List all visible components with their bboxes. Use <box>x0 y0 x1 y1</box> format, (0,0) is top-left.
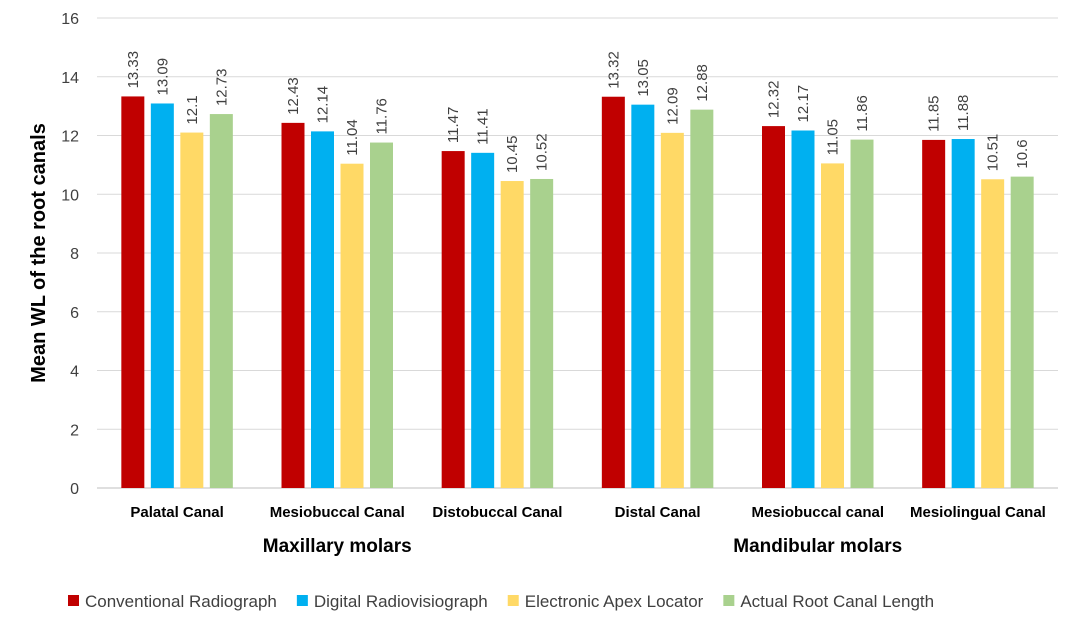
data-label: 12.88 <box>694 64 711 102</box>
gridlines <box>97 17 1058 489</box>
data-label: 13.09 <box>154 58 171 96</box>
data-label: 10.51 <box>985 134 1002 172</box>
y-tick-label: 2 <box>70 422 79 439</box>
legend-item: Electronic Apex Locator <box>507 592 704 611</box>
bar <box>150 103 174 488</box>
y-tick-label: 4 <box>70 364 79 381</box>
legend-swatch <box>68 595 79 606</box>
category-label: Distal Canal <box>615 504 701 521</box>
bar <box>1010 176 1034 488</box>
bar <box>500 181 524 488</box>
category-label: Mesiobuccal canal <box>751 504 884 521</box>
data-label: 12.14 <box>315 86 332 124</box>
data-label: 11.47 <box>445 107 462 143</box>
data-label: 13.05 <box>635 59 652 97</box>
bar <box>922 139 946 488</box>
data-label: 10.45 <box>504 135 521 173</box>
y-tick-label: 14 <box>61 70 79 87</box>
data-label: 11.86 <box>854 95 871 131</box>
data-label: 13.33 <box>125 51 142 89</box>
legend: Conventional Radiograph Digital Radiovisi… <box>68 592 934 611</box>
legend-label: Conventional Radiograph <box>85 592 277 611</box>
data-label: 11.76 <box>374 98 391 134</box>
bar <box>370 142 393 489</box>
data-labels: 13.33 13.09 12.1 12.73 12.43 12.14 11.04 11.76 1… <box>125 51 1031 173</box>
data-label: 12.32 <box>766 81 783 119</box>
category-labels: Palatal Canal Mesiobuccal Canal Distobucca… <box>130 504 1045 521</box>
bars <box>121 96 1034 489</box>
bar <box>180 132 204 488</box>
y-tick-label: 8 <box>70 246 79 263</box>
data-label: 12.43 <box>285 77 302 115</box>
y-tick-label: 6 <box>70 305 79 322</box>
data-label: 10.52 <box>534 133 551 171</box>
data-label: 11.05 <box>825 119 842 155</box>
bar <box>471 152 495 489</box>
y-tick-label: 10 <box>61 187 79 204</box>
legend-swatch <box>296 595 308 606</box>
legend-label: Digital Radiovisiograph <box>314 592 488 611</box>
bar <box>762 126 785 488</box>
legend-label: Electronic Apex Locator <box>525 592 704 611</box>
data-label: 12.73 <box>213 69 230 107</box>
data-label: 13.32 <box>605 51 622 89</box>
bar <box>660 132 684 488</box>
data-label: 11.41 <box>475 108 492 144</box>
bar <box>340 163 364 488</box>
bar <box>951 139 975 488</box>
legend-item: Digital Radiovisiograph <box>296 592 488 611</box>
bar <box>981 179 1005 489</box>
group-labels: Maxillary molars Mandibular molars <box>263 536 902 557</box>
data-label: 12.17 <box>795 85 812 123</box>
legend-label: Actual Root Canal Length <box>740 592 934 611</box>
y-axis-label: Mean WL of the root canals <box>28 123 50 383</box>
bar <box>631 104 655 488</box>
legend-swatch <box>507 595 519 606</box>
group-label: Mandibular molars <box>733 536 902 557</box>
legend-item: Conventional Radiograph <box>68 592 277 611</box>
bar <box>281 122 305 489</box>
bar <box>791 130 815 488</box>
data-label: 12.09 <box>664 87 681 125</box>
legend-item: Actual Root Canal Length <box>723 592 934 611</box>
y-axis-ticks: 0 2 4 6 8 10 12 14 16 <box>61 11 79 498</box>
bar <box>601 96 625 488</box>
data-label: 12.1 <box>184 95 201 124</box>
bar <box>121 96 145 489</box>
data-label: 10.6 <box>1014 139 1031 168</box>
y-tick-label: 16 <box>61 11 79 28</box>
data-label: 11.88 <box>955 95 972 131</box>
data-label: 11.04 <box>344 119 361 155</box>
bar <box>209 114 233 489</box>
category-label: Mesiobuccal Canal <box>270 504 405 521</box>
y-tick-label: 0 <box>70 481 79 498</box>
group-label: Maxillary molars <box>263 536 412 557</box>
category-label: Mesiolingual Canal <box>910 504 1046 521</box>
bar <box>530 178 554 488</box>
bar <box>850 139 874 489</box>
category-label: Palatal Canal <box>130 504 223 521</box>
y-tick-label: 12 <box>61 129 79 146</box>
category-label: Distobuccal Canal <box>432 504 562 521</box>
legend-swatch <box>723 595 735 606</box>
bar <box>821 163 844 488</box>
bar <box>311 131 334 488</box>
data-label: 11.85 <box>926 95 943 131</box>
bar <box>690 109 714 489</box>
bar <box>441 151 465 488</box>
